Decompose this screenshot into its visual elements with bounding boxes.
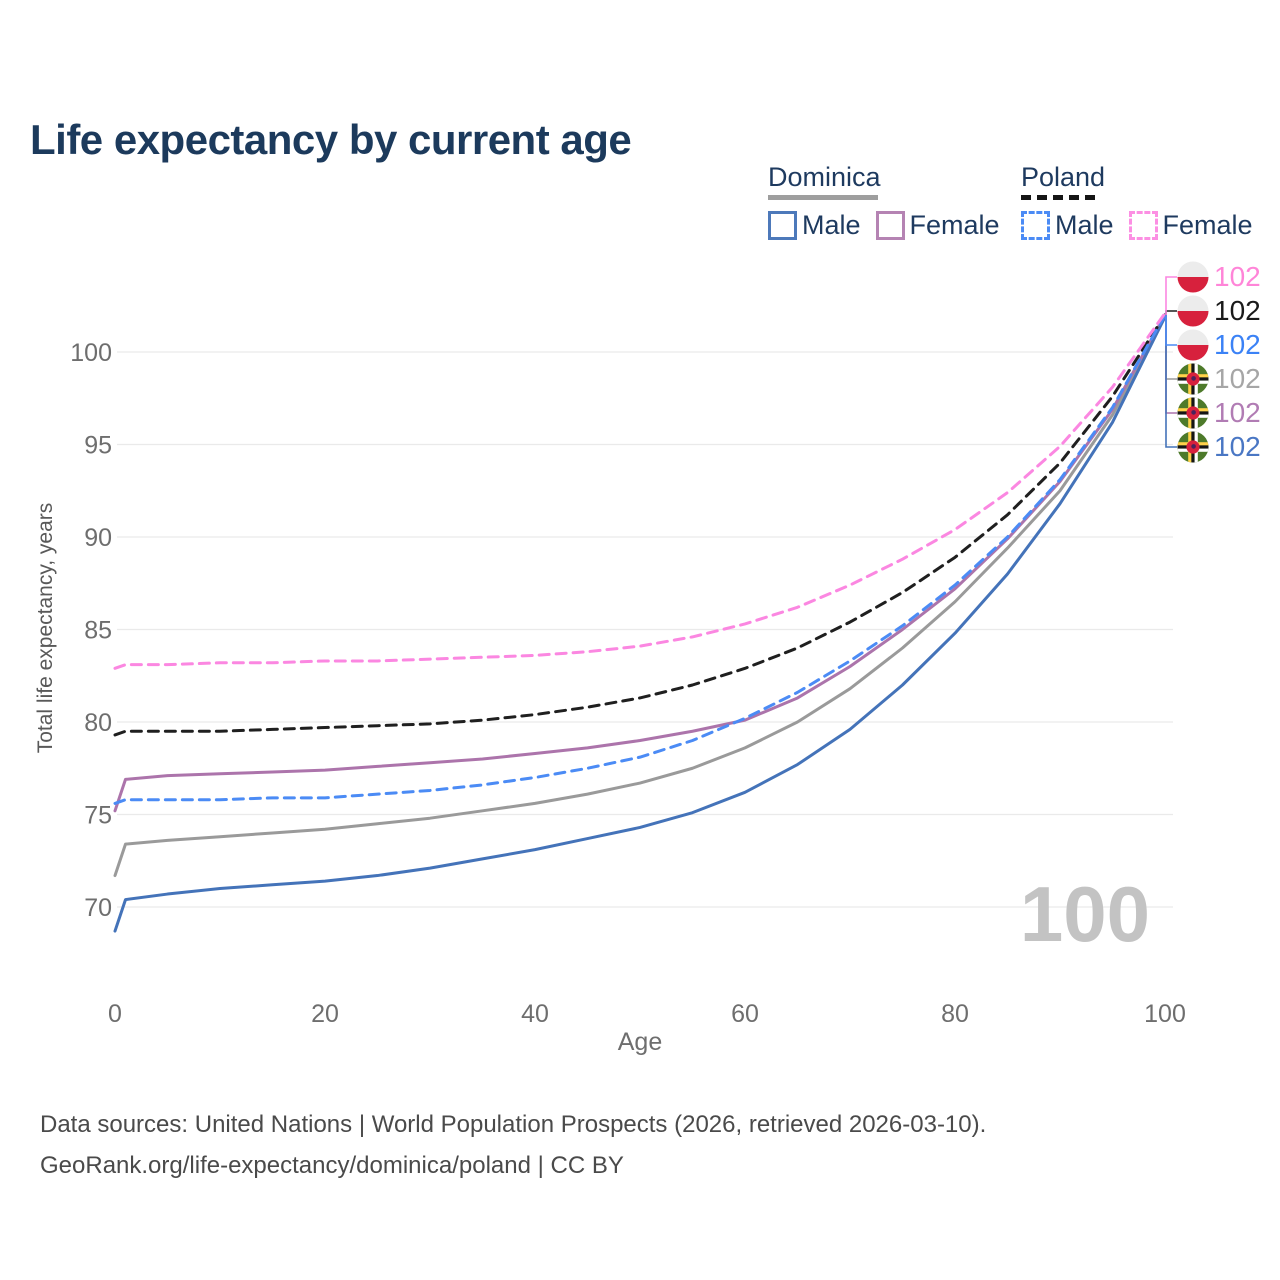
age-watermark: 100 bbox=[1020, 870, 1150, 958]
leader-line bbox=[1165, 315, 1177, 380]
y-tick-label: 80 bbox=[84, 709, 112, 737]
legend-country-poland: Poland bbox=[1021, 162, 1106, 192]
series-line-dominica-female bbox=[113, 313, 1167, 813]
dominica-flag-icon bbox=[1177, 363, 1209, 395]
legend-group-dominica: Dominica Male Female bbox=[768, 162, 1000, 241]
legend-group-poland: Poland Male Female bbox=[1021, 162, 1253, 241]
x-axis-title: Age bbox=[617, 1028, 663, 1056]
legend-label-poland-female: Female bbox=[1162, 210, 1253, 240]
data-sources-text: Data sources: United Nations | World Pop… bbox=[40, 1111, 987, 1138]
legend-label-dominica-male: Male bbox=[802, 210, 861, 240]
poland-flag-icon bbox=[1177, 295, 1209, 327]
y-tick-label: 70 bbox=[84, 894, 112, 922]
checkbox-poland-female[interactable] bbox=[1128, 211, 1158, 240]
legend-country-dominica: Dominica bbox=[768, 162, 881, 192]
checkbox-dominica-male[interactable] bbox=[768, 211, 797, 240]
x-tick-label: 20 bbox=[311, 1000, 339, 1028]
y-tick-label: 90 bbox=[84, 524, 112, 552]
legend-linestyle-solid-swatch bbox=[768, 195, 878, 200]
x-tick-label: 0 bbox=[108, 1000, 122, 1028]
x-tick-label: 40 bbox=[521, 1000, 549, 1028]
endpoint-value-label: 102 bbox=[1214, 295, 1261, 326]
legend-item-dominica-female[interactable]: Female bbox=[875, 210, 1000, 241]
page-title: Life expectancy by current age bbox=[30, 116, 632, 164]
legend-linestyle-dashed-swatch bbox=[1021, 195, 1101, 200]
series-line-poland-female bbox=[113, 311, 1167, 670]
y-tick-label: 95 bbox=[84, 432, 112, 460]
legend-item-poland-male[interactable]: Male bbox=[1021, 210, 1114, 241]
poland-flag-icon bbox=[1177, 261, 1209, 293]
leader-line bbox=[1165, 315, 1177, 414]
leader-line bbox=[1165, 310, 1177, 315]
leader-line bbox=[1165, 276, 1177, 315]
attribution-text: GeoRank.org/life-expectancy/dominica/pol… bbox=[40, 1152, 624, 1179]
legend-item-poland-female[interactable]: Female bbox=[1128, 210, 1253, 241]
series-line-dominica-all bbox=[113, 315, 1167, 878]
endpoint-value-label: 102 bbox=[1214, 431, 1261, 462]
poland-flag-icon bbox=[1177, 329, 1209, 361]
dominica-flag-icon bbox=[1177, 431, 1209, 463]
legend-item-dominica-male[interactable]: Male bbox=[768, 210, 861, 241]
x-tick-label: 100 bbox=[1144, 1000, 1186, 1028]
legend-label-poland-male: Male bbox=[1055, 210, 1114, 240]
y-tick-label: 85 bbox=[84, 617, 112, 645]
checkbox-poland-male[interactable] bbox=[1021, 211, 1050, 240]
checkbox-dominica-female[interactable] bbox=[875, 211, 905, 240]
footer: Data sources: United Nations | World Pop… bbox=[40, 1104, 986, 1186]
leader-line bbox=[1165, 315, 1177, 448]
x-tick-label: 60 bbox=[731, 1000, 759, 1028]
legend-label-dominica-female: Female bbox=[909, 210, 1000, 240]
endpoint-value-label: 102 bbox=[1214, 363, 1261, 394]
x-tick-label: 80 bbox=[941, 1000, 969, 1028]
y-tick-label: 75 bbox=[84, 802, 112, 830]
endpoint-value-label: 102 bbox=[1214, 329, 1261, 360]
endpoint-value-label: 102 bbox=[1214, 397, 1261, 428]
leader-line bbox=[1165, 315, 1177, 346]
series-line-poland-all bbox=[113, 313, 1167, 737]
y-tick-label: 100 bbox=[70, 339, 112, 367]
series-line-poland-male bbox=[113, 313, 1167, 805]
series-line-dominica-male bbox=[113, 315, 1167, 933]
endpoint-value-label: 102 bbox=[1214, 261, 1261, 292]
dominica-flag-icon bbox=[1177, 397, 1209, 429]
